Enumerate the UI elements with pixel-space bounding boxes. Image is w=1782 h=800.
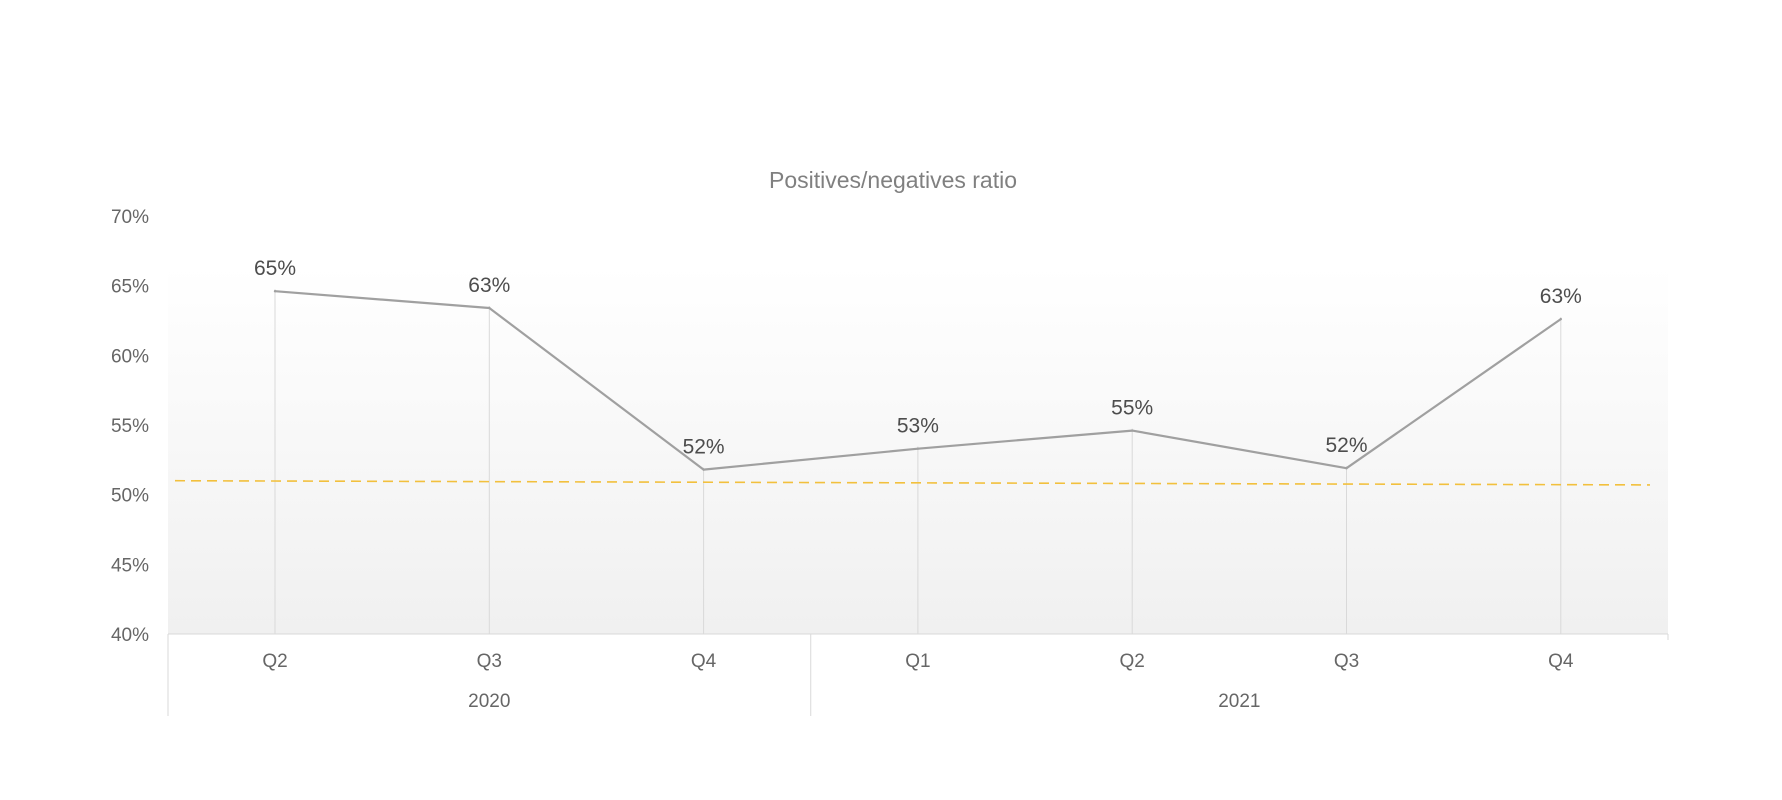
data-point [1345,466,1348,470]
x-tick-label: Q3 [1334,651,1359,672]
data-label: 63% [468,274,510,297]
data-point [702,468,705,471]
y-tick-label: 70% [111,207,149,228]
x-tick-label: Q4 [691,651,717,672]
y-tick-label: 40% [111,625,149,646]
x-tick-label: Q1 [905,651,930,672]
x-tick-label: Q2 [1120,651,1145,672]
data-points [273,290,1563,471]
data-point [1559,317,1563,321]
x-tick-label: Q3 [477,651,502,672]
y-tick-label: 55% [111,416,149,437]
y-tick-label: 45% [111,555,149,576]
y-tick-label: 65% [111,277,149,298]
x-axis: Q2 Q3 Q4 Q1 Q2 Q3 Q4 2020 2021 [167,633,1669,716]
data-point [273,290,277,293]
data-label: 52% [683,436,725,459]
y-tick-label: 60% [111,346,149,367]
trendline [174,479,1651,486]
x-tick-label: Q4 [1548,651,1574,672]
x-tick-label: Q2 [262,651,287,672]
y-axis: 40% 45% 50% 55% 60% 65% 70% [111,207,149,646]
data-label: 55% [1111,397,1153,420]
data-label: 53% [897,415,939,438]
trendline-line [174,479,1651,486]
group-label: 2021 [1218,691,1260,712]
chart-title: Positives/negatives ratio [769,167,1017,193]
data-label: 65% [254,257,296,280]
y-tick-label: 50% [111,486,149,507]
group-label: 2020 [468,691,510,712]
drop-lines [274,289,1562,634]
data-point [916,447,920,450]
data-point [1131,429,1134,432]
data-label: 52% [1325,434,1367,457]
data-label: 63% [1540,285,1582,308]
data-labels: 65% 63% 52% 53% 55% 52% 63% [254,257,1582,458]
data-point [488,306,491,310]
